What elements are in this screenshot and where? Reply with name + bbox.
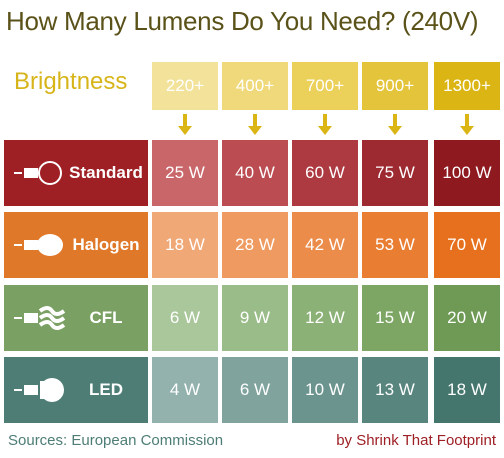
watt-cell: 70 W: [434, 212, 500, 278]
arrow: [178, 114, 192, 136]
watt-cell: 40 W: [222, 140, 288, 206]
watt-cell: 20 W: [434, 285, 500, 351]
watt-cell: 4 W: [152, 357, 218, 423]
watt-cell: 9 W: [222, 285, 288, 351]
lumen-header: 400+: [222, 62, 288, 110]
bulb-type: Standard: [69, 163, 143, 182]
watt-cell: 15 W: [362, 285, 428, 351]
watt-cell: 6 W: [152, 285, 218, 351]
watt-cell: 100 W: [434, 140, 500, 206]
watt-cell: 18 W: [152, 212, 218, 278]
row-label: Halogen: [4, 212, 148, 278]
watt-cell: 42 W: [292, 212, 358, 278]
arrow: [388, 114, 402, 136]
arrow: [318, 114, 332, 136]
watt-cell: 10 W: [292, 357, 358, 423]
watt-cell: 53 W: [362, 212, 428, 278]
watt-cell: 60 W: [292, 140, 358, 206]
row-label: LED: [4, 357, 148, 423]
arrow: [248, 114, 262, 136]
bulb-type: LED: [89, 380, 123, 399]
credit: by Shrink That Footprint: [336, 432, 496, 449]
brightness-label: Brightness: [14, 68, 128, 95]
watt-cell: 18 W: [434, 357, 500, 423]
watt-cell: 6 W: [222, 357, 288, 423]
lumen-header: 220+: [152, 62, 218, 110]
watt-cell: 13 W: [362, 357, 428, 423]
watt-cell: 25 W: [152, 140, 218, 206]
bulb-type: CFL: [89, 308, 123, 327]
title: How Many Lumens Do You Need? (240V): [6, 6, 479, 36]
row-label: Standard: [4, 140, 148, 206]
bulb-type: Halogen: [72, 235, 140, 254]
watt-cell: 75 W: [362, 140, 428, 206]
source: Sources: European Commission: [8, 432, 224, 449]
lumen-header: 1300+: [434, 62, 500, 110]
lumen-header: 900+: [362, 62, 428, 110]
lumen-header: 700+: [292, 62, 358, 110]
row-label: CFL: [4, 285, 148, 351]
watt-cell: 12 W: [292, 285, 358, 351]
arrow: [460, 114, 474, 136]
watt-cell: 28 W: [222, 212, 288, 278]
